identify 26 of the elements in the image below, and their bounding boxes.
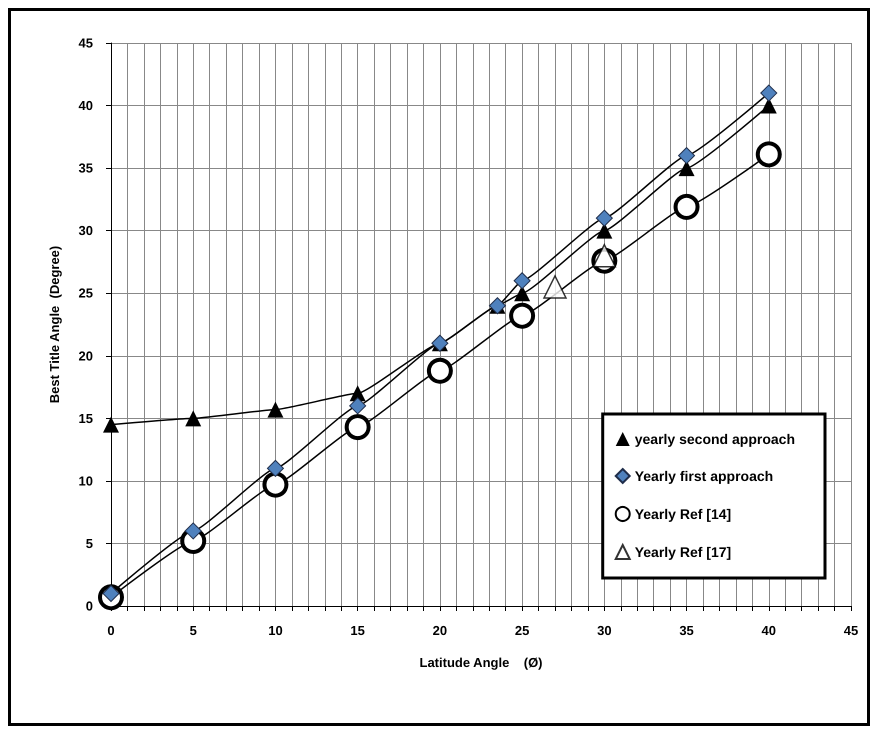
y-tick-label: 15 (78, 410, 93, 426)
x-tick-label: 15 (350, 623, 365, 638)
y-tick-label: 30 (78, 223, 93, 238)
y-tick-label: 5 (86, 536, 93, 551)
x-tick-label: 35 (679, 623, 694, 638)
y-tick-label: 40 (78, 98, 93, 114)
x-tick-label: 20 (432, 623, 448, 638)
y-tick-label: 45 (78, 36, 93, 50)
x-tick-label: 10 (268, 623, 283, 638)
y-tick-label: 20 (78, 348, 93, 364)
legend-label: yearly second approach (634, 431, 796, 447)
x-tick-label: 30 (597, 623, 612, 638)
x-tick-label: 5 (190, 623, 197, 638)
x-axis-title: Latitude Angle (Ø) (419, 655, 543, 670)
x-tick-label: 0 (107, 623, 115, 638)
x-tick-label: 45 (844, 623, 858, 638)
y-tick-label: 25 (78, 286, 93, 301)
legend-label: Yearly Ref [14] (634, 506, 732, 522)
x-tick-label: 25 (514, 623, 530, 638)
x-tick-label: 40 (762, 623, 776, 638)
legend-label: Yearly first approach (634, 468, 774, 484)
y-tick-label: 35 (78, 160, 93, 176)
legend-label: Yearly Ref [17] (634, 544, 732, 560)
y-tick-label: 0 (86, 598, 93, 614)
y-tick-label: 10 (78, 473, 93, 488)
y-axis-title: Best Title Angle (Degree) (47, 246, 62, 404)
